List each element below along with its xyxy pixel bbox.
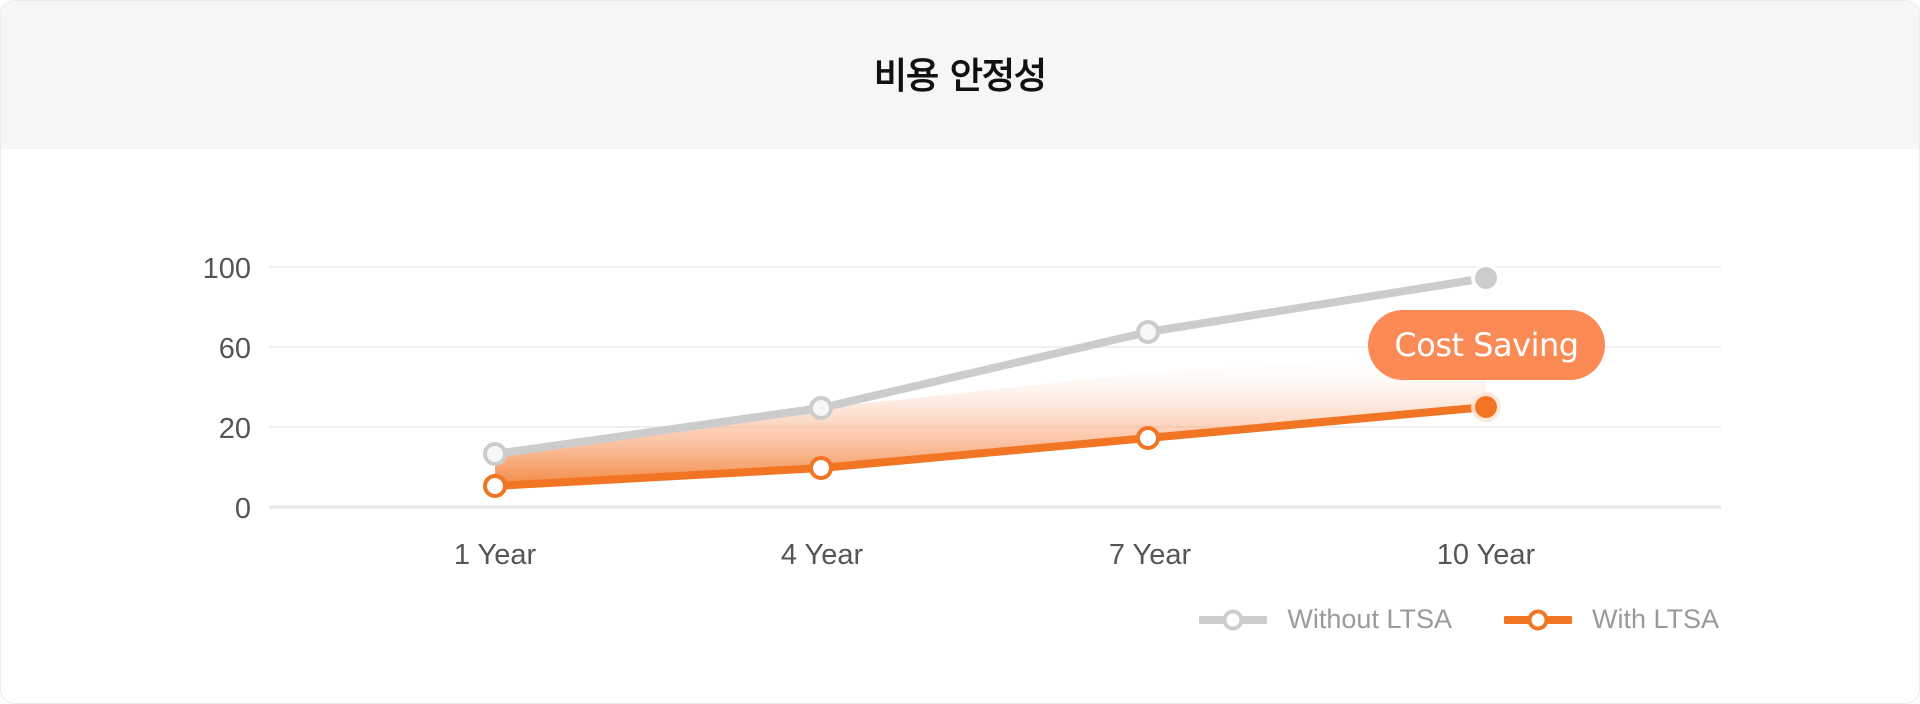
legend: Without LTSA With LTSA bbox=[1199, 604, 1719, 635]
y-axis: 100 60 20 0 bbox=[203, 253, 251, 525]
data-point[interactable] bbox=[483, 442, 507, 466]
cost-saving-label: Cost Saving bbox=[1368, 310, 1605, 380]
legend-item-without-ltsa[interactable]: Without LTSA bbox=[1199, 604, 1452, 635]
gridlines bbox=[269, 266, 1721, 509]
x-tick: 4 Year bbox=[781, 539, 864, 571]
series-without-ltsa bbox=[483, 263, 1501, 466]
chart-title: 비용 안정성 bbox=[873, 56, 1047, 97]
data-point-active[interactable] bbox=[1475, 396, 1497, 418]
line-marker-icon bbox=[1199, 609, 1268, 630]
data-point[interactable] bbox=[809, 396, 833, 420]
data-point[interactable] bbox=[1136, 320, 1160, 344]
y-tick: 60 bbox=[219, 333, 251, 365]
x-axis: 1 Year 4 Year 7 Year 10 Year bbox=[454, 539, 1536, 571]
data-point[interactable] bbox=[809, 456, 833, 480]
y-tick: 0 bbox=[235, 493, 251, 525]
line-marker-icon bbox=[1503, 609, 1572, 630]
data-point[interactable] bbox=[1136, 426, 1160, 450]
legend-item-with-ltsa[interactable]: With LTSA bbox=[1503, 604, 1719, 635]
x-tick: 10 Year bbox=[1437, 539, 1536, 571]
cost-saving-text: Cost Saving bbox=[1394, 326, 1579, 364]
legend-label: Without LTSA bbox=[1287, 604, 1452, 634]
x-tick: 1 Year bbox=[454, 539, 537, 571]
data-point-active[interactable] bbox=[1475, 267, 1497, 289]
data-point[interactable] bbox=[483, 474, 507, 498]
card-header: 비용 안정성 bbox=[1, 1, 1919, 149]
y-tick: 20 bbox=[219, 413, 251, 445]
legend-label: With LTSA bbox=[1591, 604, 1719, 634]
cost-saving-area bbox=[495, 351, 1486, 486]
x-tick: 7 Year bbox=[1109, 539, 1192, 571]
y-tick: 100 bbox=[203, 253, 251, 285]
series-with-ltsa bbox=[483, 392, 1501, 498]
